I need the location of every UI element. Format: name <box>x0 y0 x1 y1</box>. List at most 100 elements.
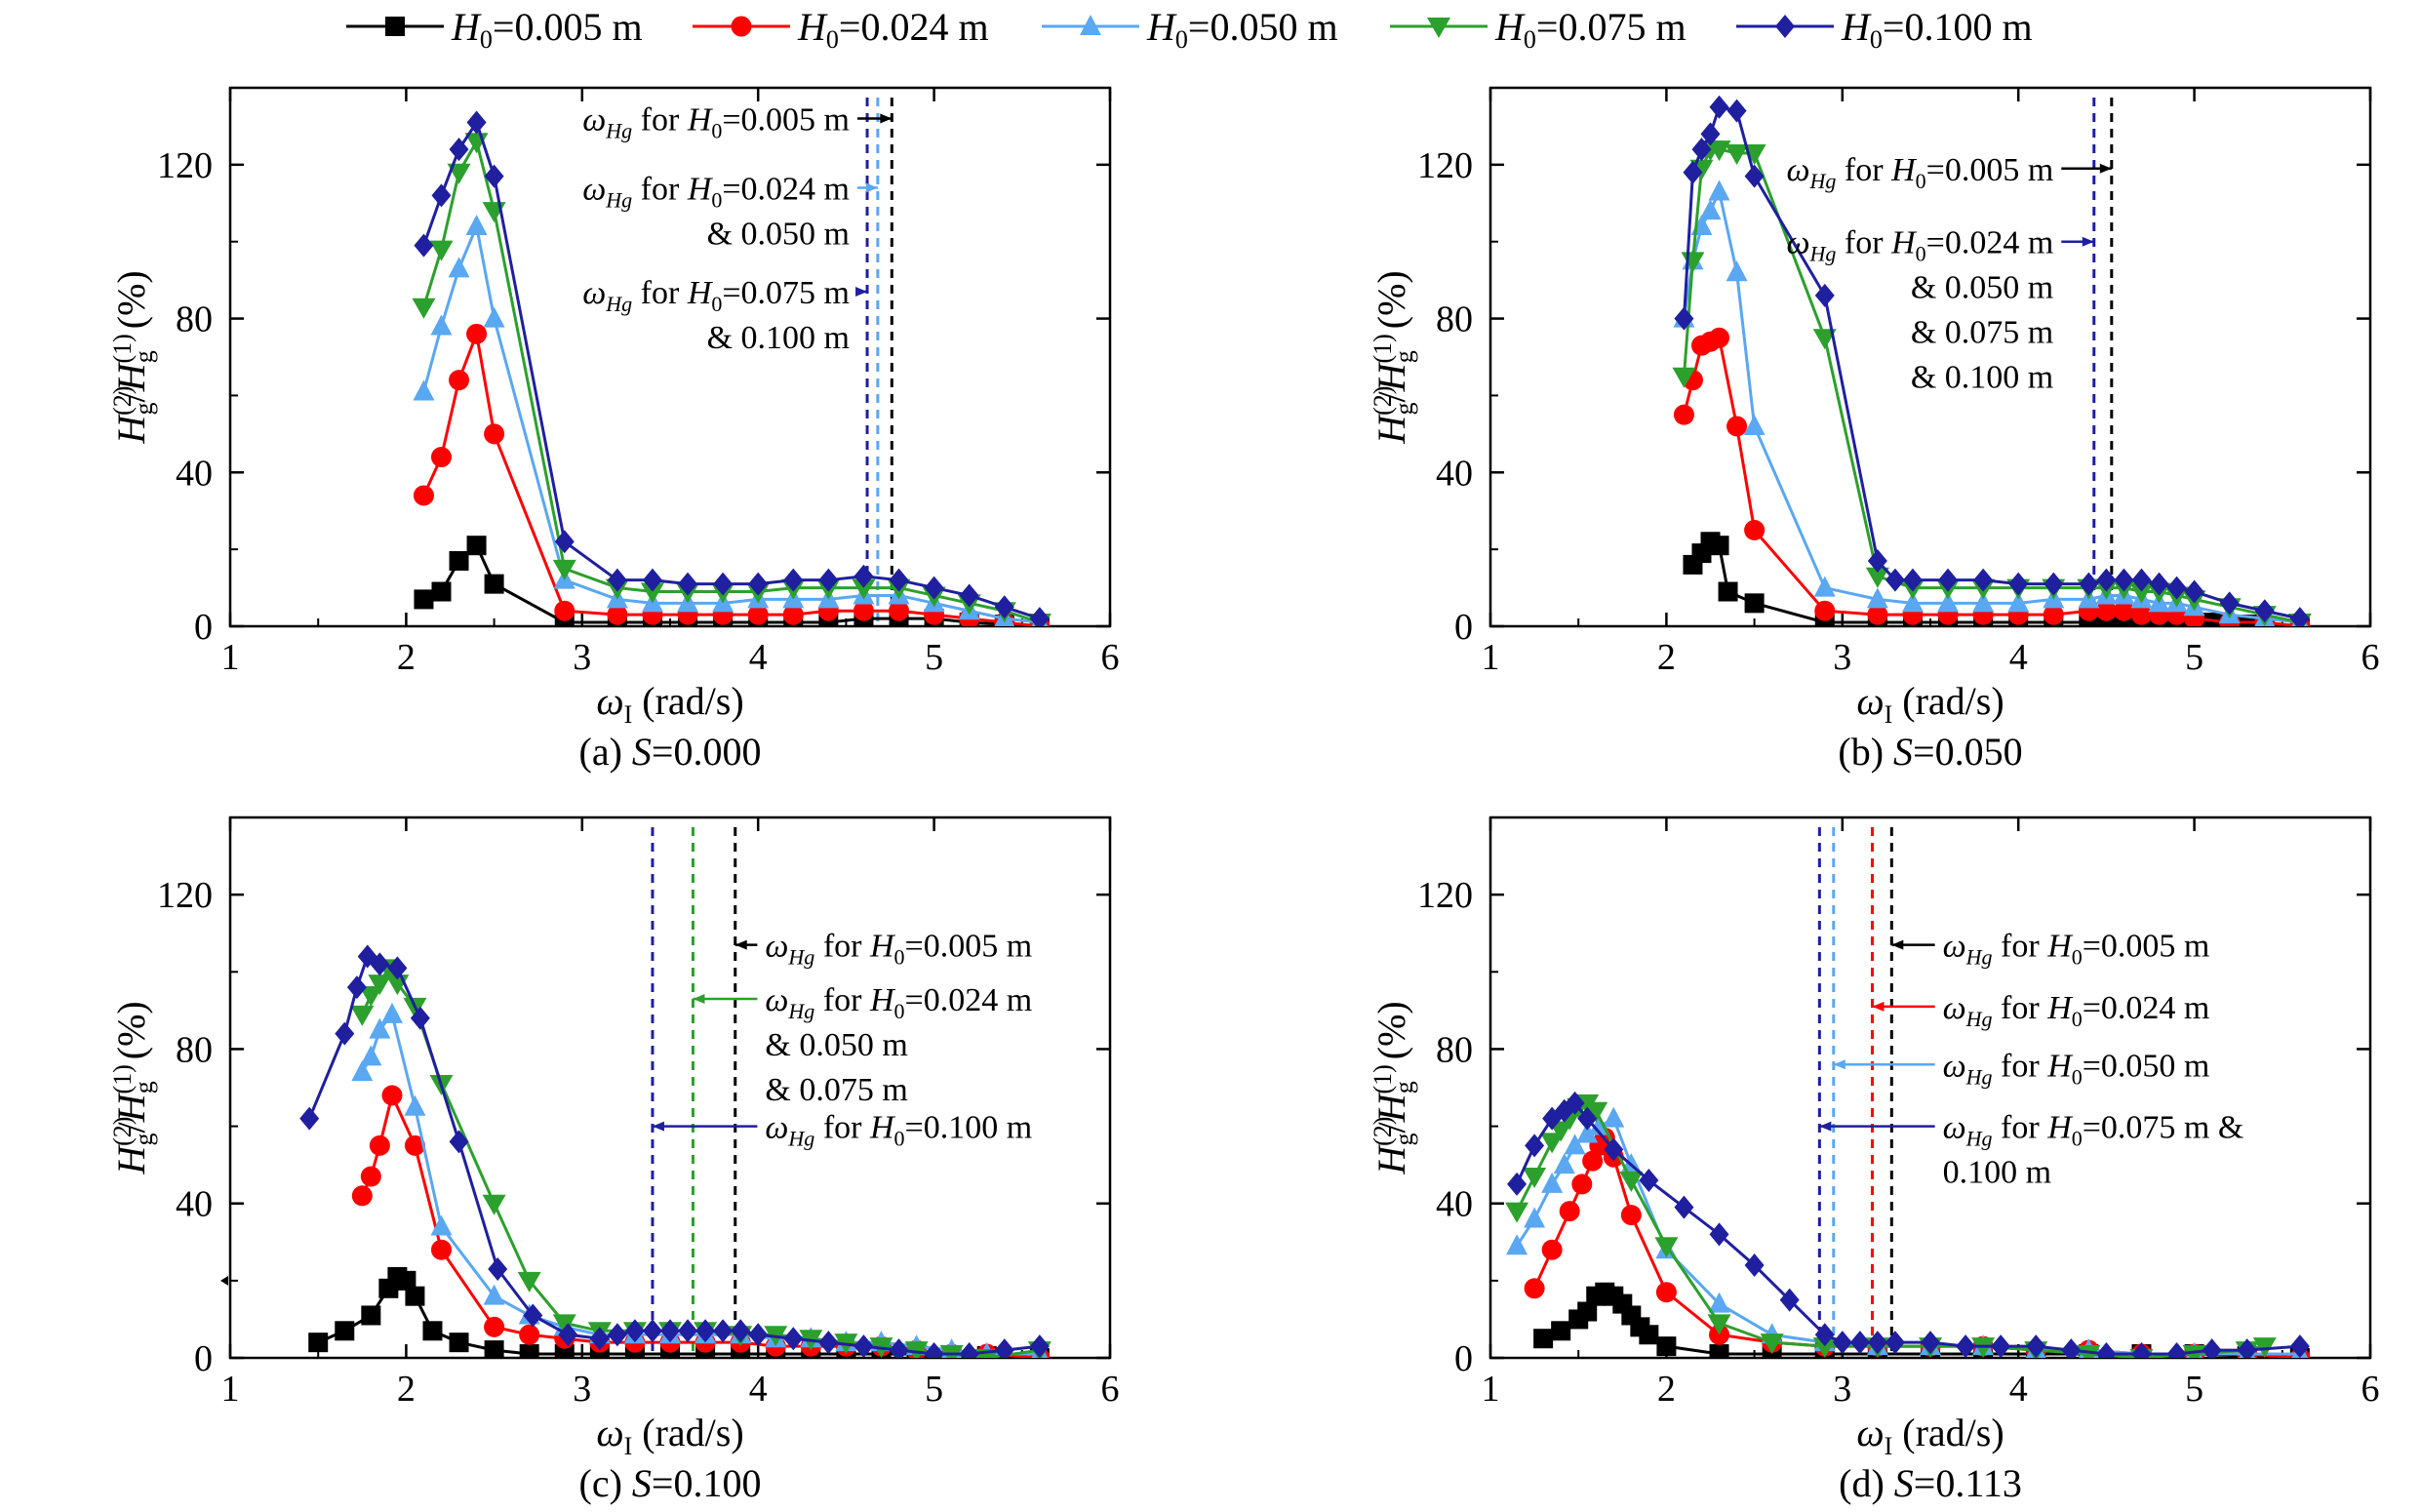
annotation: ωHg for H0=0.024 m & 0.050 m & 0.075 m <box>693 982 1032 1108</box>
annotation-arrowhead <box>1819 1121 1832 1132</box>
data-point <box>1699 199 1722 220</box>
data-point <box>335 1021 355 1046</box>
data-point <box>346 975 367 1000</box>
data-point <box>1577 1301 1598 1322</box>
data-point <box>1902 568 1923 592</box>
data-point <box>361 1305 381 1326</box>
data-point <box>2289 607 2310 626</box>
annotation-text: ωHg for H0=0.024 m <box>1943 990 2210 1031</box>
legend: H0=0.005 m H0=0.024 m H0=0.050 m H0=0.075 m… <box>346 5 2033 54</box>
data-point <box>2026 1334 2046 1358</box>
data-point <box>335 1321 355 1341</box>
annotation-text: ωHg for H0=0.005 m <box>1943 929 2210 970</box>
y-tick-label: 40 <box>176 453 213 494</box>
data-point <box>465 214 488 235</box>
series <box>414 110 1050 626</box>
data-point <box>1812 1337 1837 1358</box>
series-line <box>360 1011 1040 1356</box>
data-point <box>351 1185 373 1207</box>
data-point <box>1744 164 1765 188</box>
data-point <box>369 1134 390 1156</box>
data-point <box>1565 1091 1585 1115</box>
data-point <box>1743 414 1766 435</box>
chart-panel-c: 1 2 3 4 5 6 0 40 80 120 ωI (rad/s)(c) S=0.100 H(2)g… <box>108 816 1120 1505</box>
legend-marker <box>731 16 752 37</box>
data-point <box>414 233 434 258</box>
annotation-text: ωHg for H0=0.050 m <box>1943 1048 2210 1089</box>
data-point <box>1726 99 1747 123</box>
x-tick-label: 1 <box>221 1369 240 1410</box>
data-point <box>422 1321 443 1341</box>
annotation-text: ωHg for H0=0.005 m <box>582 102 850 143</box>
data-point <box>1973 568 1994 592</box>
x-axis-label: ωI (rad/s) <box>1856 1411 2004 1460</box>
data-point <box>2289 1334 2310 1358</box>
annotation-arrowhead <box>2082 236 2094 247</box>
data-point <box>1577 1106 1598 1131</box>
data-point <box>1553 1153 1575 1174</box>
data-point <box>1584 1101 1608 1123</box>
data-point <box>642 568 662 592</box>
data-point <box>660 1319 680 1343</box>
data-point <box>368 975 392 996</box>
data-point <box>924 1342 944 1358</box>
legend-label: H0=0.024 m <box>797 5 989 54</box>
data-point <box>369 1017 391 1039</box>
data-point <box>747 604 769 625</box>
data-point <box>449 1333 469 1353</box>
data-point <box>1812 329 1837 350</box>
x-tick-label: 5 <box>2185 1369 2203 1410</box>
data-point <box>1029 1334 1050 1358</box>
data-point <box>783 1327 804 1351</box>
data-point <box>519 1324 540 1345</box>
data-point <box>1865 567 1889 588</box>
data-point <box>1707 140 1731 162</box>
data-point <box>2061 1338 2082 1358</box>
annotation-text: & 0.100 m <box>707 320 850 356</box>
annotation: ωHg for H0=0.005 m <box>582 102 893 143</box>
x-tick-label: 3 <box>573 1369 591 1410</box>
data-point <box>1901 591 1924 613</box>
data-point <box>783 568 804 592</box>
annotation: ωHg for H0=0.024 m & 0.050 m & 0.075 m & 0.… <box>1787 225 2094 396</box>
series-line <box>1515 1116 2300 1356</box>
data-point <box>396 1270 417 1291</box>
data-point <box>1506 1234 1528 1255</box>
data-point <box>1541 1239 1563 1260</box>
data-point <box>1709 327 1730 348</box>
data-point <box>449 138 469 162</box>
data-point <box>1814 600 1836 621</box>
data-point <box>607 1323 627 1347</box>
y-axis-label: H(2)g/H(1)g (%) <box>1369 270 1418 445</box>
series <box>412 133 1052 626</box>
data-point <box>2130 604 2152 625</box>
series <box>1674 95 2310 626</box>
data-point <box>1709 536 1729 556</box>
annotation: ωHg for H0=0.005 m <box>734 929 1032 970</box>
data-point <box>1744 593 1765 614</box>
data-point <box>1673 404 1694 425</box>
data-point <box>1991 1334 2011 1358</box>
data-point <box>713 1319 734 1343</box>
data-point <box>430 1239 452 1260</box>
y-tick-label: 40 <box>1436 453 1473 494</box>
annotation-text: 0.100 m <box>1943 1155 2051 1191</box>
data-point <box>1674 306 1694 331</box>
series <box>1673 327 2311 626</box>
data-point <box>853 1334 874 1358</box>
data-point <box>624 1319 645 1343</box>
annotation-text: ωHg for H0=0.024 m <box>582 172 850 213</box>
legend-marker <box>1427 18 1450 38</box>
data-point <box>1708 179 1730 201</box>
data-point <box>412 298 436 319</box>
data-point <box>1709 1344 1729 1358</box>
x-tick-label: 6 <box>1101 1369 1120 1410</box>
annotation-arrowhead <box>734 939 747 950</box>
data-point <box>2237 1338 2257 1358</box>
data-point <box>852 578 876 600</box>
data-point <box>370 952 390 976</box>
data-point <box>1523 1168 1547 1189</box>
data-point <box>552 1314 576 1335</box>
data-point <box>1655 1282 1677 1303</box>
y-axis-label: H(2)g/H(1)g (%) <box>108 1001 158 1175</box>
